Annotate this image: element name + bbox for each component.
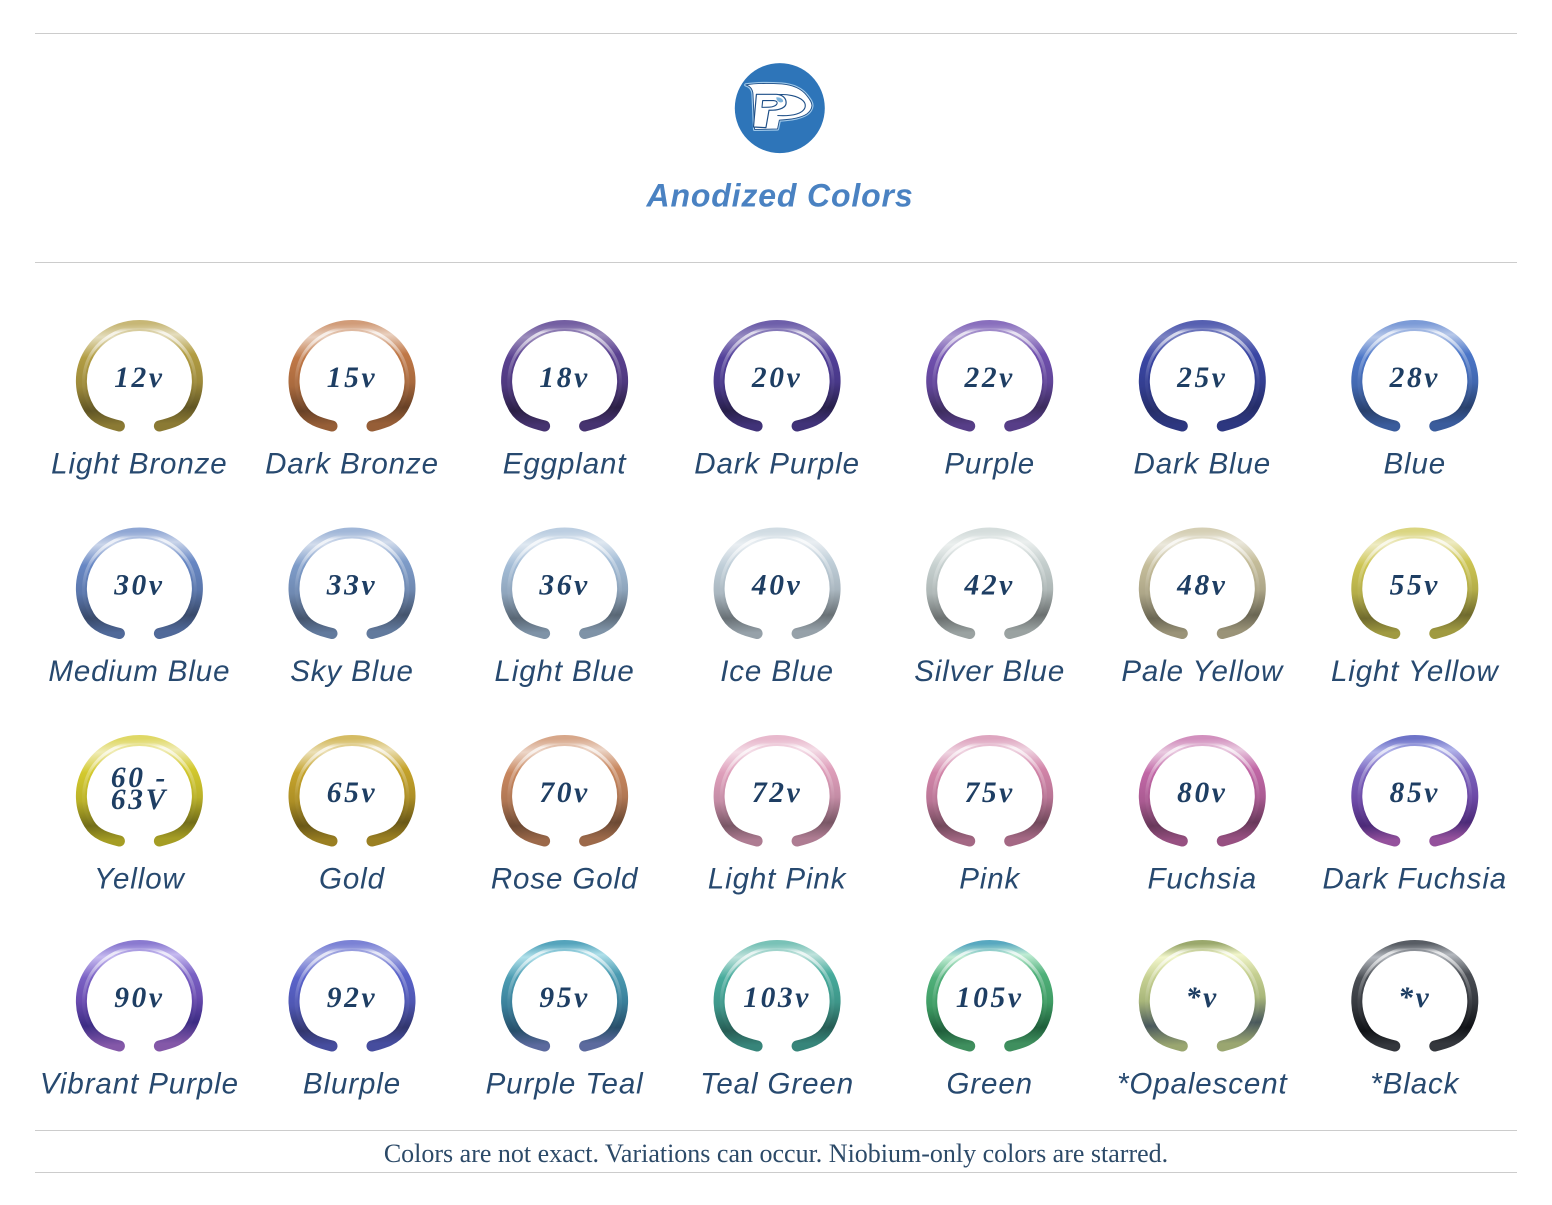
svg-text:48v: 48v [1176, 570, 1227, 602]
svg-text:75v: 75v [964, 777, 1014, 809]
svg-text:103v: 103v [743, 982, 811, 1014]
svg-text:Light Yellow: Light Yellow [1331, 655, 1500, 688]
svg-text:18v: 18v [539, 362, 589, 394]
svg-text:42v: 42v [963, 570, 1014, 602]
svg-text:Blurple: Blurple [303, 1068, 401, 1101]
svg-text:85v: 85v [1390, 777, 1440, 809]
svg-text:*Black: *Black [1370, 1068, 1459, 1101]
svg-text:Pale Yellow: Pale Yellow [1121, 655, 1284, 688]
svg-text:Purple: Purple [944, 448, 1035, 481]
svg-text:Fuchsia: Fuchsia [1148, 863, 1258, 896]
svg-text:Purple Teal: Purple Teal [486, 1068, 645, 1101]
svg-text:65v: 65v [327, 777, 377, 809]
svg-text:92v: 92v [327, 982, 377, 1014]
svg-text:Dark Bronze: Dark Bronze [265, 448, 439, 481]
svg-text:Light Blue: Light Blue [494, 655, 634, 688]
svg-text:40v: 40v [751, 570, 802, 602]
svg-text:60 -: 60 - [111, 762, 168, 794]
svg-text:Colors are not exact. Variatio: Colors are not exact. Variations can occ… [384, 1139, 1168, 1168]
svg-text:15v: 15v [327, 362, 377, 394]
svg-text:36v: 36v [538, 570, 589, 602]
svg-text:*Opalescent: *Opalescent [1117, 1068, 1289, 1101]
svg-text:20v: 20v [751, 362, 802, 394]
svg-text:Anodized Colors: Anodized Colors [646, 178, 914, 214]
svg-text:Teal Green: Teal Green [700, 1068, 854, 1101]
svg-text:Silver Blue: Silver Blue [914, 655, 1065, 688]
svg-text:63V: 63V [111, 784, 168, 816]
svg-text:Dark Purple: Dark Purple [694, 448, 860, 481]
svg-text:*v: *v [1186, 982, 1219, 1014]
svg-text:90v: 90v [114, 982, 164, 1014]
svg-text:Sky Blue: Sky Blue [290, 655, 414, 688]
svg-text:55v: 55v [1390, 570, 1440, 602]
svg-text:22v: 22v [963, 362, 1014, 394]
svg-text:Rose Gold: Rose Gold [491, 863, 639, 896]
svg-text:Dark Fuchsia: Dark Fuchsia [1323, 863, 1508, 896]
svg-text:28v: 28v [1389, 362, 1440, 394]
svg-text:Ice Blue: Ice Blue [720, 655, 834, 688]
svg-text:Dark Blue: Dark Blue [1133, 448, 1271, 481]
svg-text:12v: 12v [114, 362, 164, 394]
svg-text:Green: Green [946, 1068, 1033, 1101]
svg-text:*v: *v [1398, 982, 1431, 1014]
svg-text:Gold: Gold [319, 863, 386, 896]
svg-text:Light Pink: Light Pink [708, 863, 847, 896]
svg-text:70v: 70v [539, 777, 589, 809]
svg-text:25v: 25v [1176, 362, 1227, 394]
svg-text:80v: 80v [1177, 777, 1227, 809]
svg-text:Eggplant: Eggplant [503, 448, 628, 481]
svg-text:Vibrant Purple: Vibrant Purple [40, 1068, 239, 1101]
svg-text:95v: 95v [539, 982, 589, 1014]
svg-text:Blue: Blue [1383, 448, 1446, 481]
svg-text:105v: 105v [956, 982, 1024, 1014]
svg-text:Light Bronze: Light Bronze [51, 448, 227, 481]
svg-text:30v: 30v [113, 570, 164, 602]
svg-text:33v: 33v [326, 570, 377, 602]
svg-text:Medium Blue: Medium Blue [48, 655, 230, 688]
svg-text:Yellow: Yellow [94, 863, 185, 896]
svg-text:Pink: Pink [959, 863, 1020, 896]
svg-text:72v: 72v [752, 777, 802, 809]
